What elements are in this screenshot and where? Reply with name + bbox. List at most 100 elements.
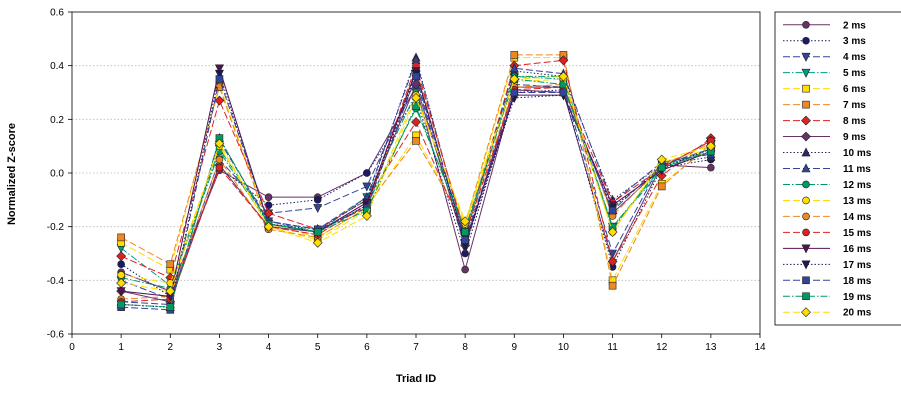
legend-marker bbox=[802, 292, 810, 301]
legend-label: 18 ms bbox=[843, 276, 872, 287]
data-point bbox=[313, 196, 322, 204]
x-tick-label: 3 bbox=[217, 342, 223, 353]
legend-label: 11 ms bbox=[843, 164, 871, 175]
data-point bbox=[117, 271, 125, 279]
data-point bbox=[362, 182, 372, 192]
legend-label: 4 ms bbox=[843, 52, 866, 63]
legend-item: 10 ms bbox=[783, 147, 872, 159]
data-point bbox=[263, 221, 274, 232]
x-tick-label: 14 bbox=[754, 342, 766, 353]
data-point bbox=[607, 256, 618, 267]
y-axis-label: Normalized Z-score bbox=[6, 123, 18, 225]
y-tick-label: -0.2 bbox=[47, 222, 65, 233]
legend-item: 5 ms bbox=[783, 68, 866, 79]
data-point bbox=[558, 71, 569, 82]
legend-marker bbox=[801, 68, 811, 78]
legend-item: 18 ms bbox=[783, 276, 872, 287]
data-point bbox=[214, 95, 225, 106]
legend-label: 19 ms bbox=[843, 292, 872, 303]
legend-marker bbox=[802, 20, 810, 29]
legend-item: 15 ms bbox=[783, 228, 872, 239]
legend-marker bbox=[801, 115, 811, 126]
data-point bbox=[656, 154, 667, 165]
legend-item: 3 ms bbox=[783, 36, 866, 47]
legend-item: 2 ms bbox=[783, 20, 866, 31]
data-point bbox=[116, 278, 127, 288]
legend-label: 13 ms bbox=[843, 196, 872, 207]
legend-marker bbox=[801, 244, 811, 254]
legend-item: 14 ms bbox=[783, 212, 872, 223]
x-tick-label: 4 bbox=[266, 342, 272, 353]
data-point bbox=[361, 211, 372, 221]
data-point bbox=[215, 83, 224, 91]
y-tick-label: 0.0 bbox=[50, 169, 64, 180]
data-point bbox=[116, 251, 127, 262]
x-tick-label: 5 bbox=[315, 342, 321, 353]
data-point bbox=[707, 163, 715, 172]
x-tick-label: 11 bbox=[607, 342, 618, 353]
legend-marker bbox=[801, 131, 811, 142]
y-tick-label: -0.4 bbox=[47, 276, 65, 287]
legend-marker bbox=[802, 180, 810, 189]
data-point bbox=[214, 64, 224, 74]
legend-item: 19 ms bbox=[783, 292, 872, 303]
y-tick-label: -0.6 bbox=[47, 330, 65, 341]
y-tick-label: 0.6 bbox=[50, 8, 64, 19]
legend-label: 7 ms bbox=[843, 100, 866, 111]
data-point bbox=[215, 75, 224, 83]
x-tick-label: 0 bbox=[69, 342, 75, 353]
data-point bbox=[705, 141, 716, 152]
x-tick-label: 2 bbox=[168, 342, 174, 353]
legend-marker bbox=[802, 36, 810, 45]
data-point bbox=[117, 300, 125, 309]
data-point bbox=[657, 182, 666, 191]
data-point bbox=[166, 260, 175, 269]
data-point bbox=[559, 88, 568, 97]
legend-label: 10 ms bbox=[843, 148, 872, 159]
data-point bbox=[461, 265, 469, 274]
data-point bbox=[509, 74, 520, 85]
y-tick-label: 0.4 bbox=[50, 61, 64, 72]
legend-label: 8 ms bbox=[843, 116, 866, 127]
data-point bbox=[313, 228, 322, 236]
x-tick-label: 6 bbox=[364, 342, 370, 353]
data-point bbox=[215, 155, 224, 164]
legend-label: 5 ms bbox=[843, 68, 866, 79]
y-tick-label: 0.2 bbox=[50, 115, 64, 126]
legend-label: 17 ms bbox=[843, 260, 872, 271]
data-point bbox=[607, 227, 618, 237]
x-tick-label: 9 bbox=[512, 342, 518, 353]
x-tick-label: 8 bbox=[462, 342, 468, 353]
data-point bbox=[165, 286, 176, 296]
legend-marker bbox=[802, 228, 810, 237]
legend-label: 2 ms bbox=[843, 20, 866, 31]
data-point bbox=[608, 206, 617, 215]
legend-marker bbox=[802, 276, 810, 285]
legend: 2 ms 3 ms 4 ms 5 ms 6 ms 7 ms 8 ms 9 ms 10 ms 11 … bbox=[774, 11, 901, 326]
data-point bbox=[608, 249, 618, 259]
series-2-ms bbox=[117, 83, 715, 295]
legend-item: 17 ms bbox=[783, 260, 872, 271]
legend-marker bbox=[801, 260, 811, 270]
data-point bbox=[412, 72, 420, 81]
legend-marker bbox=[802, 100, 810, 109]
legend-item: 8 ms bbox=[783, 115, 866, 127]
x-tick-label: 7 bbox=[413, 342, 419, 353]
legend-marker bbox=[801, 52, 811, 62]
x-tick-label: 10 bbox=[558, 342, 570, 353]
data-point bbox=[215, 163, 224, 172]
legend-label: 15 ms bbox=[843, 228, 872, 239]
legend-marker bbox=[801, 163, 811, 173]
legend-label: 9 ms bbox=[843, 132, 866, 143]
legend-label: 6 ms bbox=[843, 84, 866, 95]
series-20-ms bbox=[116, 71, 716, 296]
legend-label: 12 ms bbox=[843, 180, 872, 191]
legend-marker bbox=[801, 147, 811, 157]
x-tick-label: 1 bbox=[118, 342, 124, 353]
data-point bbox=[460, 216, 471, 227]
data-point bbox=[363, 169, 371, 177]
data-point bbox=[117, 260, 125, 269]
data-point bbox=[559, 80, 568, 89]
